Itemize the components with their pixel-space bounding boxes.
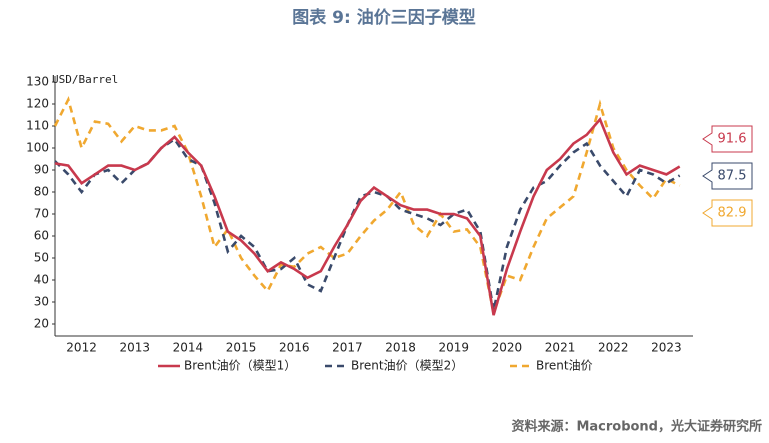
x-tick-label: 2014 bbox=[173, 341, 204, 355]
end-label: 91.6 bbox=[718, 132, 747, 147]
end-callout bbox=[702, 199, 753, 227]
chart-title: 图表 9: 油价三因子模型 bbox=[292, 7, 475, 28]
x-tick-label: 2013 bbox=[119, 341, 150, 355]
y-tick-label: 110 bbox=[26, 119, 49, 133]
y-tick-label: 30 bbox=[34, 295, 49, 309]
series-line bbox=[54, 137, 681, 312]
x-tick-label: 2017 bbox=[332, 341, 363, 355]
y-tick-label: 120 bbox=[26, 97, 49, 111]
end-label: 82.9 bbox=[718, 206, 747, 221]
x-tick-label: 2019 bbox=[438, 341, 469, 355]
x-tick-label: 2015 bbox=[226, 341, 257, 355]
end-label: 87.5 bbox=[718, 169, 747, 184]
y-tick-label: 20 bbox=[34, 317, 49, 331]
y-tick-label: 50 bbox=[34, 251, 49, 265]
y-tick-label: 130 bbox=[26, 75, 49, 89]
series-line bbox=[53, 95, 681, 318]
x-tick-label: 2023 bbox=[651, 341, 682, 355]
y-axis-label: USD/Barrel bbox=[52, 73, 118, 86]
end-callout bbox=[702, 162, 753, 190]
y-tick-label: 100 bbox=[26, 141, 49, 155]
series-line bbox=[54, 116, 681, 316]
x-tick-label: 2016 bbox=[279, 341, 310, 355]
y-tick-label: 40 bbox=[34, 273, 49, 287]
x-tick-label: 2018 bbox=[385, 341, 416, 355]
legend-label: Brent油价（模型2） bbox=[351, 359, 463, 373]
end-callout bbox=[702, 125, 753, 153]
x-tick-label: 2020 bbox=[492, 341, 523, 355]
y-tick-label: 70 bbox=[34, 207, 49, 221]
source: 资料来源：Macrobond，光大证券研究所 bbox=[511, 419, 762, 435]
legend-label: Brent油价（模型1） bbox=[184, 359, 296, 373]
x-tick-label: 2021 bbox=[545, 341, 576, 355]
y-tick-label: 60 bbox=[34, 229, 49, 243]
y-tick-label: 80 bbox=[34, 185, 49, 199]
legend-label: Brent油价 bbox=[536, 359, 593, 373]
x-tick-label: 2022 bbox=[598, 341, 629, 355]
y-tick-label: 90 bbox=[34, 163, 49, 177]
x-tick-label: 2012 bbox=[66, 341, 97, 355]
